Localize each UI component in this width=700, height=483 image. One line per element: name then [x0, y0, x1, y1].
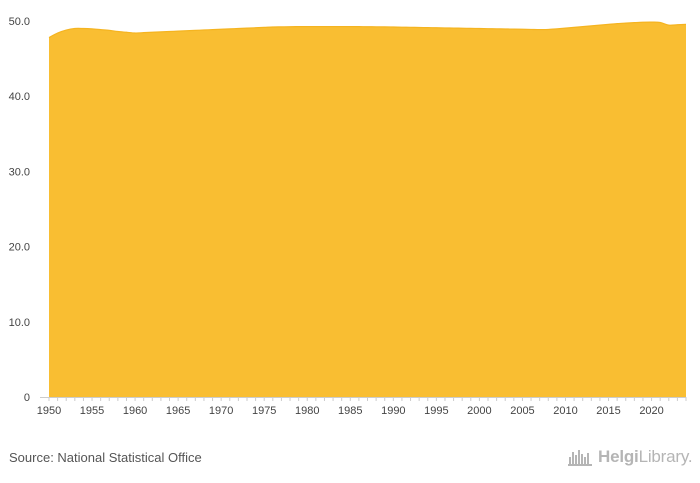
x-tick-label: 2005 [510, 405, 534, 417]
area-series-line [48, 21, 687, 39]
city-skyline-icon [568, 450, 592, 466]
x-tick-label: 2020 [639, 405, 663, 417]
x-axis: 1950 1955 1960 1965 1970 1975 1980 1985 1990 1995… [37, 397, 687, 417]
x-tick-label: 1955 [80, 405, 104, 417]
y-tick-label: 0 [24, 392, 30, 404]
brand-strong: Helgi [598, 447, 639, 466]
x-tick-label: 2015 [596, 405, 620, 417]
x-tick-label: 2010 [553, 405, 577, 417]
y-tick-label: 30.0 [9, 166, 30, 178]
y-tick-label: 10.0 [9, 317, 30, 329]
x-tick-label: 1950 [37, 405, 61, 417]
x-tick-label: 1975 [252, 405, 276, 417]
y-tick-label: 50.0 [9, 16, 30, 28]
x-tick-label: 1990 [381, 405, 405, 417]
y-tick-label: 40.0 [9, 91, 30, 103]
brand-logo[interactable]: HelgiLibrary. [568, 447, 693, 467]
x-tick-label: 1995 [424, 405, 448, 417]
source-note: Source: National Statistical Office [9, 450, 202, 465]
x-tick-label: 2000 [467, 405, 491, 417]
brand-light: Library. [638, 447, 693, 466]
x-tick-label: 1970 [209, 405, 233, 417]
brand-text: HelgiLibrary. [598, 447, 693, 467]
x-tick-label: 1960 [123, 405, 147, 417]
plot-area [48, 21, 687, 398]
area-chart: 010.020.030.040.050.0 1950 1955 1960 1965 19… [9, 16, 687, 417]
x-tick-label: 1965 [166, 405, 190, 417]
y-axis: 0 10.0 20.0 30.0 40.0 50.0 [9, 16, 30, 404]
x-tick-label: 1985 [338, 405, 362, 417]
area-series[interactable] [49, 22, 686, 398]
x-tick-label: 1980 [295, 405, 319, 417]
y-tick-label: 20.0 [9, 242, 30, 254]
